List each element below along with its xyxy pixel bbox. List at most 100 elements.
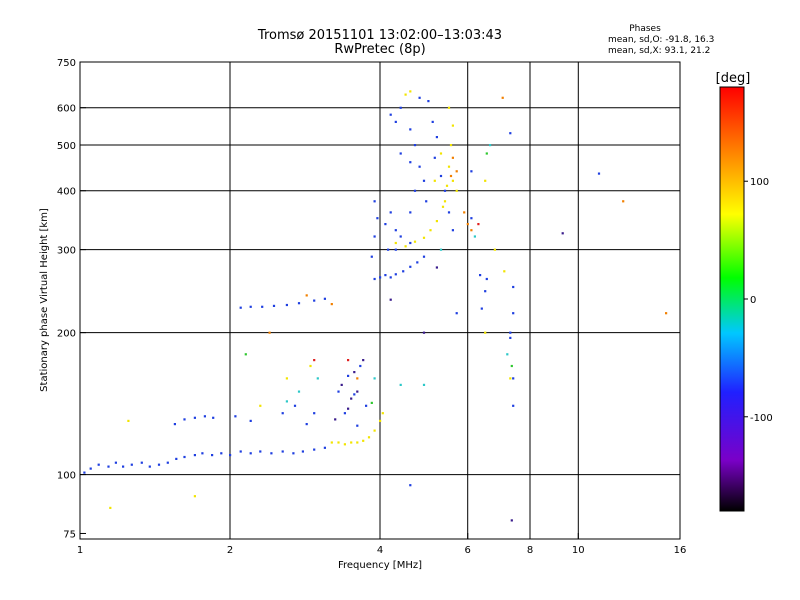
y-tick-label: 75 — [63, 529, 76, 540]
data-point — [597, 172, 601, 175]
data-point — [399, 235, 402, 238]
colorbar-tick-label: 100 — [750, 177, 769, 188]
data-point — [373, 377, 376, 380]
data-point — [451, 124, 454, 127]
data-point — [422, 255, 426, 258]
data-point — [356, 390, 359, 393]
data-point — [485, 152, 488, 155]
data-point — [270, 452, 273, 455]
data-point — [356, 424, 359, 427]
data-point — [439, 248, 443, 251]
data-point — [183, 418, 186, 421]
data-point — [512, 285, 515, 289]
data-point — [359, 364, 362, 368]
y-tick-label: 200 — [57, 329, 76, 340]
data-point — [409, 90, 412, 93]
data-point — [330, 303, 333, 306]
data-point — [244, 353, 247, 356]
data-point — [373, 429, 376, 432]
chart-title: Tromsø 20151101 13:02:00–13:03:43 — [257, 28, 502, 43]
data-point — [313, 448, 316, 451]
data-point — [561, 232, 564, 235]
data-point — [418, 96, 421, 99]
colorbar-tick-label: 0 — [750, 295, 756, 306]
data-point — [272, 304, 276, 307]
y-tick-label: 750 — [57, 58, 76, 69]
data-point — [470, 229, 473, 232]
data-point — [422, 383, 426, 386]
data-point — [402, 270, 405, 273]
data-point — [455, 312, 458, 315]
data-point — [285, 303, 288, 307]
data-point — [394, 248, 397, 251]
data-point — [399, 383, 402, 386]
data-point — [409, 241, 412, 245]
data-point — [466, 223, 469, 226]
data-point — [261, 305, 264, 308]
data-point — [365, 404, 368, 407]
data-point — [447, 106, 451, 109]
data-point — [384, 223, 387, 226]
data-point — [259, 450, 262, 453]
x-tick-label: 2 — [227, 545, 233, 556]
data-point — [109, 506, 112, 509]
data-point — [353, 393, 356, 396]
data-point — [413, 189, 417, 192]
data-point — [127, 419, 130, 422]
data-point — [249, 419, 252, 422]
data-point — [399, 106, 402, 109]
data-point — [509, 377, 512, 380]
data-point — [418, 165, 421, 168]
data-point — [422, 331, 426, 334]
data-point — [441, 205, 445, 208]
data-point — [384, 274, 387, 277]
data-point — [212, 416, 215, 419]
data-point — [447, 165, 451, 168]
data-point — [394, 273, 397, 276]
data-point — [470, 170, 473, 173]
data-point — [193, 454, 196, 457]
y-axis-label: Stationary phase Virtual Height [km] — [39, 208, 50, 392]
colorbar-title: [deg] — [716, 71, 751, 86]
data-point — [340, 383, 343, 386]
data-point — [373, 200, 376, 203]
data-point — [259, 404, 262, 407]
data-point — [347, 359, 350, 362]
data-point — [89, 467, 92, 470]
data-point — [305, 294, 308, 297]
phase-info-o-mode: mean, sd,O: -91.8, 16.3 — [608, 35, 714, 45]
colorbar — [719, 86, 745, 512]
data-point — [350, 397, 353, 400]
data-point — [665, 312, 668, 315]
data-point — [473, 235, 476, 238]
data-point — [449, 174, 453, 178]
data-point — [316, 377, 319, 380]
colorbar-tick-label: -100 — [750, 413, 773, 424]
data-points — [83, 90, 668, 522]
data-point — [193, 416, 196, 419]
data-point — [409, 161, 412, 164]
data-point — [362, 439, 365, 442]
data-point — [350, 441, 353, 444]
data-point — [323, 297, 326, 300]
y-axis-ticks: 75 100 200 300 400 500 600 750 — [57, 58, 86, 540]
data-point — [493, 248, 496, 251]
data-point — [337, 441, 340, 444]
data-point — [449, 144, 453, 147]
data-point — [313, 412, 316, 415]
data-point — [429, 229, 432, 232]
data-point — [281, 412, 284, 415]
data-point — [389, 211, 392, 214]
data-point — [373, 235, 376, 238]
data-point — [373, 277, 376, 281]
data-point — [439, 174, 443, 178]
data-point — [337, 390, 340, 393]
data-point — [292, 452, 295, 455]
data-point — [114, 461, 117, 464]
data-point — [309, 364, 312, 368]
x-tick-label: 4 — [377, 545, 383, 556]
colorbar-ticks: 100 0 -100 — [744, 177, 773, 424]
data-point — [140, 461, 143, 464]
data-point — [297, 390, 301, 393]
